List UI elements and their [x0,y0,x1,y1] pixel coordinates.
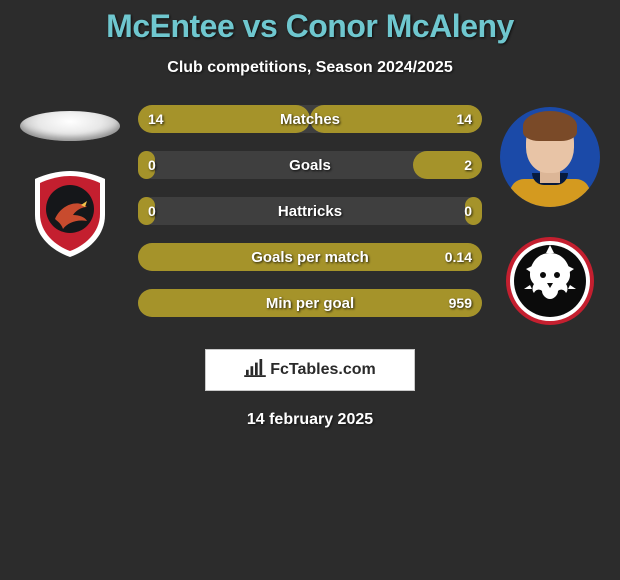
left-player-avatar [20,111,120,141]
date-text: 14 february 2025 [0,411,620,429]
stat-bar: 0.14Goals per match [138,243,482,271]
stat-label: Goals [138,151,482,179]
attribution-text: FcTables.com [270,361,376,379]
comparison-card: McEntee vs Conor McAleny Club competitio… [0,0,620,429]
stat-label: Matches [138,105,482,133]
right-player-avatar [500,107,600,207]
stat-bar: 00Hattricks [138,197,482,225]
stat-bar: 02Goals [138,151,482,179]
stat-bar: 959Min per goal [138,289,482,317]
main-area: 1414Matches 02Goals 00Hattricks 0.14Goals p… [0,105,620,327]
salford-crest-icon [504,235,596,327]
comparison-subtitle: Club competitions, Season 2024/2025 [0,59,620,77]
comparison-title: McEntee vs Conor McAleny [0,8,620,45]
stat-label: Goals per match [138,243,482,271]
left-column [10,105,130,327]
chart-icon [244,359,266,382]
stat-label: Min per goal [138,289,482,317]
bars-column: 1414Matches 02Goals 00Hattricks 0.14Goals p… [130,105,490,327]
stat-label: Hattricks [138,197,482,225]
stat-bar: 1414Matches [138,105,482,133]
right-column [490,105,610,327]
walsall-crest-icon [31,169,109,259]
attribution-box: FcTables.com [205,349,415,391]
